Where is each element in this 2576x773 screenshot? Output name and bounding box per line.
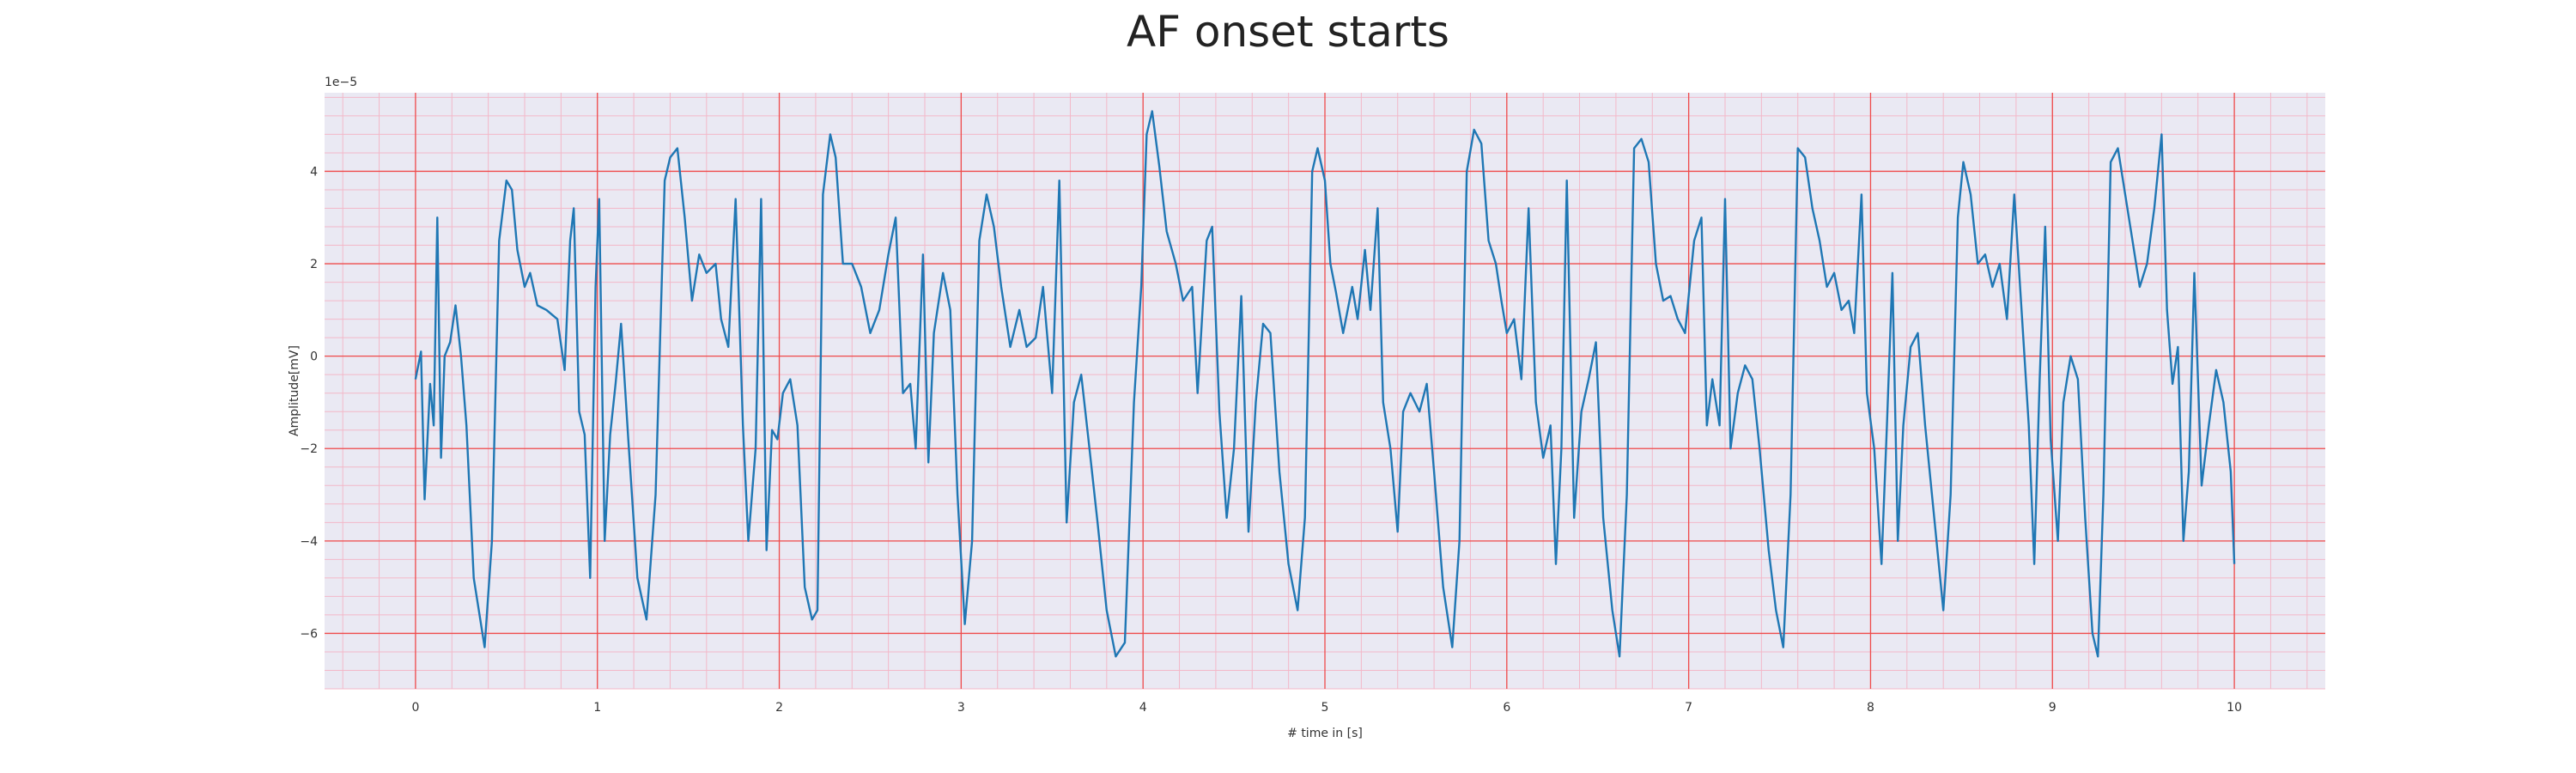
y-axis-label: Amplitude[mV] [288, 345, 301, 436]
x-tick-label: 5 [1321, 701, 1329, 715]
y-tick-label: −4 [300, 535, 318, 549]
x-tick-label: 7 [1685, 701, 1692, 715]
x-tick-label: 0 [411, 701, 419, 715]
x-tick-label: 6 [1503, 701, 1510, 715]
x-tick-label: 2 [775, 701, 783, 715]
y-tick-label: 2 [310, 258, 318, 271]
y-tick-label: 0 [310, 350, 318, 364]
x-axis-label: # time in [s] [1287, 727, 1363, 740]
ecg-series-line [414, 110, 2236, 658]
x-tick-label: 8 [1867, 701, 1874, 715]
y-tick-label: −2 [300, 442, 318, 456]
x-axis-ticks: 0 1 2 3 4 5 6 7 8 9 10 [411, 701, 2242, 715]
major-grid [325, 93, 2325, 689]
x-tick-label: 10 [2227, 701, 2242, 715]
y-tick-label: 4 [310, 165, 318, 179]
x-tick-label: 4 [1139, 701, 1147, 715]
x-tick-label: 9 [2049, 701, 2057, 715]
x-tick-label: 1 [593, 701, 601, 715]
y-axis-ticks: −6 −4 −2 0 2 4 [300, 165, 318, 641]
y-tick-label: −6 [300, 627, 318, 641]
chart-title: AF onset starts [1127, 7, 1449, 57]
series-layer [414, 110, 2236, 658]
x-tick-label: 3 [957, 701, 965, 715]
y-axis-multiplier: 1e−5 [325, 76, 357, 89]
